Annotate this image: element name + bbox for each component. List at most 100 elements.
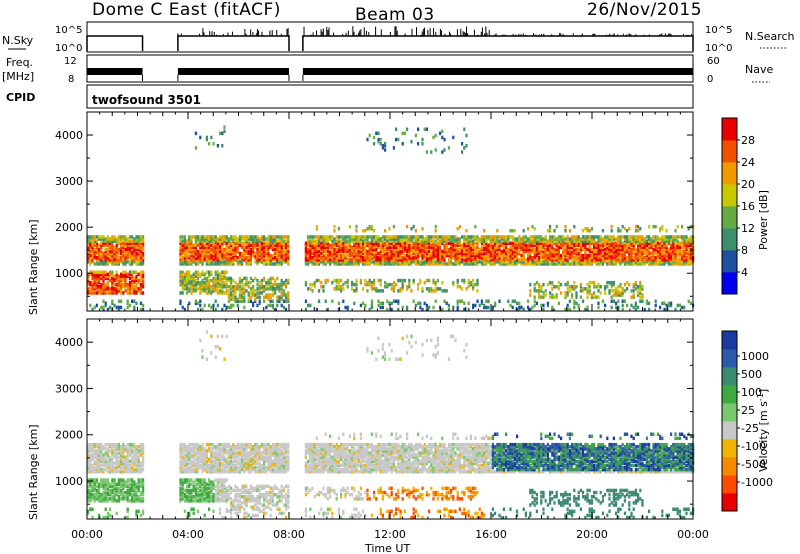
heatmap-cell	[637, 239, 640, 243]
heatmap-cell	[102, 285, 105, 289]
heatmap-cell	[133, 239, 136, 243]
heatmap-cell	[106, 511, 109, 516]
heatmap-cell	[252, 251, 255, 256]
heatmap-cell	[520, 305, 523, 310]
heatmap-cell	[516, 258, 519, 262]
heatmap-cell	[419, 235, 422, 239]
heatmap-cell	[258, 253, 261, 258]
heatmap-cell	[179, 249, 182, 254]
heatmap-cell	[100, 451, 103, 455]
heatmap-cell	[258, 285, 261, 289]
heatmap-cell	[467, 243, 470, 247]
heatmap-cell	[452, 282, 455, 287]
heatmap-cell	[432, 247, 435, 252]
heatmap-cell	[89, 287, 92, 291]
heatmap-cell	[355, 237, 358, 241]
heatmap-cell	[307, 253, 310, 258]
heatmap-cell	[234, 299, 237, 303]
heatmap-cell	[280, 287, 283, 291]
heatmap-cell	[467, 278, 470, 283]
heatmap-cell	[392, 247, 395, 252]
heatmap-cell	[87, 463, 90, 468]
heatmap-cell	[117, 235, 120, 239]
heatmap-cell	[428, 239, 431, 243]
heatmap-cell	[181, 262, 184, 266]
heatmap-cell	[370, 299, 373, 303]
heatmap-cell	[337, 287, 340, 291]
heatmap-cell	[645, 260, 648, 264]
heatmap-cell	[628, 235, 631, 239]
heatmap-cell	[491, 243, 494, 247]
heatmap-cell	[674, 229, 677, 233]
heatmap-cell	[610, 229, 613, 233]
heatmap-cell	[93, 492, 96, 497]
heatmap-cell	[93, 253, 96, 258]
heatmap-cell	[89, 245, 92, 250]
heatmap-cell	[95, 461, 98, 466]
heatmap-cell	[586, 258, 589, 262]
heatmap-cell	[282, 299, 285, 303]
heatmap-cell	[465, 287, 468, 291]
heatmap-cell	[287, 253, 290, 258]
heatmap-cell	[333, 249, 336, 254]
heatmap-cell	[100, 457, 103, 461]
heatmap-cell	[518, 243, 521, 247]
heatmap-cell	[216, 285, 219, 289]
heatmap-cell	[258, 280, 261, 285]
heatmap-cell	[667, 262, 670, 266]
heatmap-cell	[100, 256, 103, 260]
heatmap-cell	[344, 235, 347, 239]
heatmap-cell	[465, 235, 468, 239]
heatmap-cell	[546, 241, 549, 245]
heatmap-cell	[227, 276, 230, 281]
heatmap-cell	[98, 490, 101, 495]
station-title: Dome C East (fitACF)	[92, 0, 281, 20]
heatmap-cell	[672, 247, 675, 252]
heatmap-cell	[639, 247, 642, 252]
heatmap-cell	[355, 258, 358, 262]
heatmap-cell	[230, 262, 233, 266]
heatmap-cell	[628, 260, 631, 264]
heatmap-cell	[227, 251, 230, 256]
heatmap-cell	[432, 280, 435, 285]
heatmap-cell	[632, 293, 635, 297]
heatmap-cell	[654, 245, 657, 250]
heatmap-cell	[139, 258, 142, 262]
heatmap-cell	[109, 245, 112, 250]
heatmap-cell	[274, 237, 277, 241]
heatmap-cell	[98, 453, 101, 457]
heatmap-cell	[337, 262, 340, 266]
heatmap-cell	[417, 142, 420, 146]
heatmap-cell	[452, 235, 455, 239]
heatmap-cell	[604, 237, 607, 241]
heatmap-cell	[192, 280, 195, 285]
heatmap-cell	[93, 461, 96, 466]
heatmap-cell	[194, 289, 197, 293]
heatmap-cell	[87, 449, 90, 453]
heatmap-cell	[377, 262, 380, 266]
heatmap-cell	[183, 241, 186, 245]
heatmap-cell	[113, 249, 116, 254]
heatmap-cell	[348, 241, 351, 245]
heatmap-cell	[109, 251, 112, 256]
heatmap-cell	[632, 258, 635, 262]
heatmap-cell	[637, 251, 640, 256]
heatmap-cell	[498, 258, 501, 262]
heatmap-cell	[109, 249, 112, 254]
heatmap-cell	[115, 455, 118, 459]
heatmap-cell	[115, 287, 118, 291]
heatmap-cell	[518, 245, 521, 250]
heatmap-cell	[612, 280, 615, 285]
heatmap-cell	[500, 243, 503, 247]
heatmap-cell	[128, 272, 131, 277]
heatmap-cell	[373, 239, 376, 243]
heatmap-cell	[91, 478, 94, 482]
heatmap-cell	[362, 262, 365, 266]
heatmap-cell	[135, 270, 138, 274]
heatmap-cell	[412, 245, 415, 250]
heatmap-cell	[425, 127, 428, 131]
heatmap-cell	[254, 260, 257, 264]
heatmap-cell	[364, 239, 367, 243]
heatmap-cell	[326, 258, 329, 262]
heatmap-cell	[122, 237, 125, 241]
